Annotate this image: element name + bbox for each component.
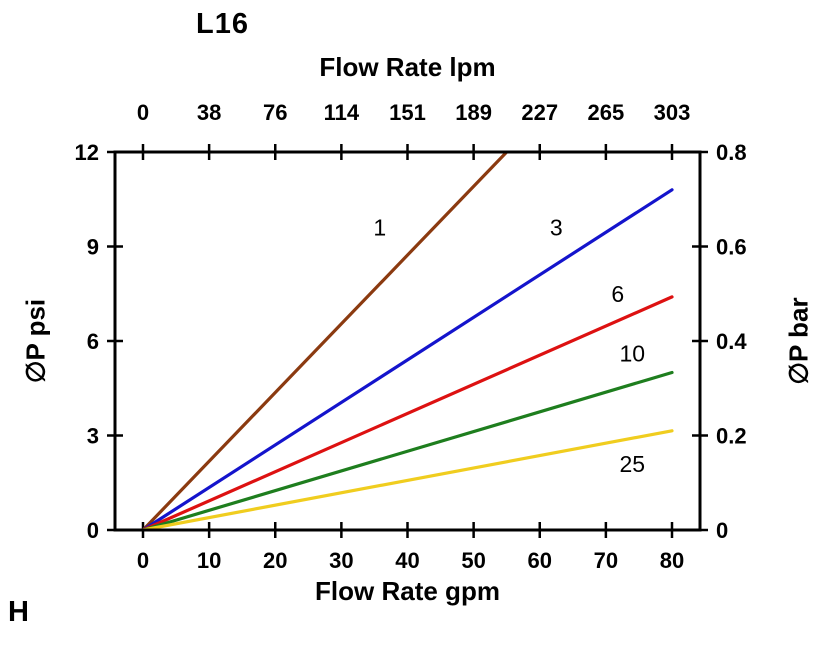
right-y-tick-label: 0.8 [716, 140, 747, 165]
top-x-tick-label: 227 [521, 100, 558, 125]
series-label-1: 1 [373, 215, 386, 241]
top-x-tick-label: 38 [197, 100, 221, 125]
series-label-25: 25 [620, 451, 646, 477]
bottom-x-tick-label: 60 [528, 548, 552, 573]
series-line-3 [141, 188, 674, 530]
right-y-tick-label: 0.4 [716, 329, 747, 354]
series-label-3: 3 [550, 215, 563, 241]
bottom-x-tick-label: 30 [329, 548, 353, 573]
bottom-x-tick-label: 20 [263, 548, 287, 573]
left-y-tick-label: 0 [87, 518, 99, 543]
plot-border [113, 150, 702, 532]
right-y-tick-label: 0.6 [716, 235, 747, 260]
top-x-tick-label: 0 [137, 100, 149, 125]
bottom-x-tick-label: 70 [594, 548, 618, 573]
top-x-tick-label: 189 [455, 100, 492, 125]
left-y-tick-label: 6 [87, 329, 99, 354]
series-label-10: 10 [620, 341, 646, 367]
bottom-x-tick-label: 80 [660, 548, 684, 573]
bottom-x-tick-label: 0 [137, 548, 149, 573]
top-axis-label: Flow Rate lpm [319, 52, 496, 82]
series-line-25 [141, 429, 674, 530]
left-y-tick-label: 9 [87, 235, 99, 260]
series-line-6 [141, 295, 674, 530]
series-line-10 [141, 370, 674, 530]
bottom-x-tick-label: 50 [461, 548, 485, 573]
bottom-x-tick-label: 40 [395, 548, 419, 573]
corner-label: H [8, 596, 29, 628]
top-x-tick-label: 265 [588, 100, 625, 125]
bottom-axis-label: Flow Rate gpm [315, 576, 500, 606]
right-y-tick-label: 0 [716, 518, 728, 543]
chart-title: L16 [196, 8, 249, 40]
top-x-tick-label: 151 [389, 100, 426, 125]
bottom-x-tick-label: 10 [197, 548, 221, 573]
series-line-1 [141, 152, 509, 530]
right-y-tick-label: 0.2 [716, 424, 747, 449]
top-x-tick-label: 76 [263, 100, 287, 125]
top-x-tick-label: 303 [654, 100, 691, 125]
left-y-tick-label: 12 [75, 140, 99, 165]
top-x-tick-label: 114 [324, 100, 360, 125]
left-y-tick-label: 3 [87, 424, 99, 449]
series-label-6: 6 [611, 281, 624, 307]
